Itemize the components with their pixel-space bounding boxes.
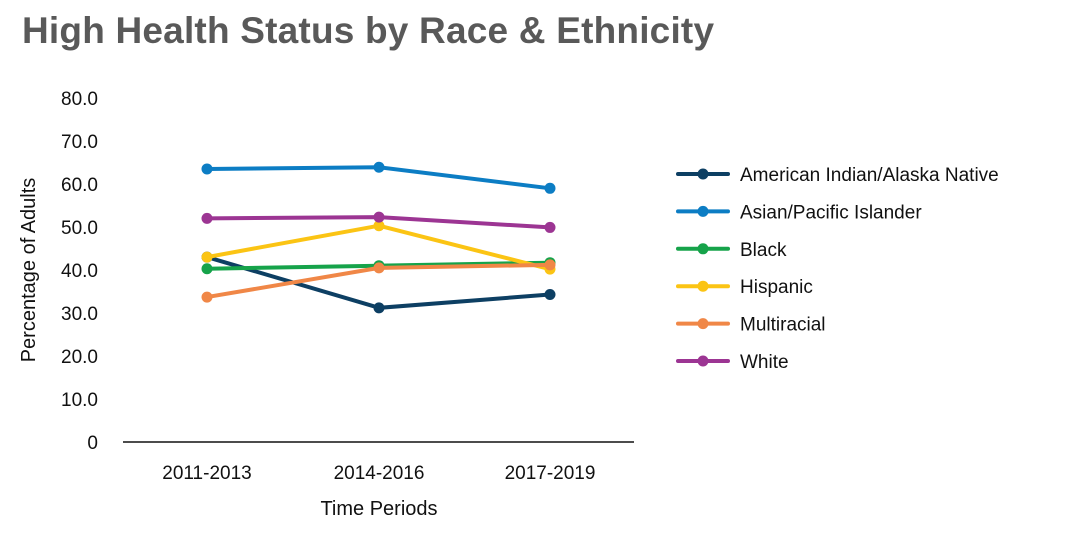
data-point <box>373 161 385 173</box>
legend-point-marker <box>697 280 709 292</box>
y-axis-ticks: 0 10.0 20.0 30.0 40.0 50.0 60.0 70.0 80.0 <box>61 89 98 454</box>
legend-point-marker <box>697 168 709 180</box>
data-point <box>201 212 213 224</box>
legend-label: Multiracial <box>740 315 826 336</box>
chart-title: High Health Status by Race & Ethnicity <box>22 10 715 51</box>
legend-item: Black <box>676 240 787 261</box>
y-tick-label: 20.0 <box>61 347 98 368</box>
data-point <box>201 263 213 275</box>
data-point <box>201 291 213 303</box>
y-tick-label: 30.0 <box>61 304 98 325</box>
x-tick-label: 2011-2013 <box>162 463 251 484</box>
legend-item: Multiracial <box>676 315 826 336</box>
legend-item: Asian/Pacific Islander <box>676 202 922 223</box>
x-tick-label: 2017-2019 <box>505 463 596 484</box>
legend-point-marker <box>697 243 709 255</box>
y-tick-label: 10.0 <box>61 390 98 411</box>
legend-label: Black <box>740 240 787 261</box>
legend-label: White <box>740 352 789 373</box>
y-tick-label: 50.0 <box>61 218 98 239</box>
legend-point-marker <box>697 355 709 367</box>
y-tick-label: 0 <box>87 433 98 454</box>
data-point <box>544 221 556 233</box>
legend-item: American Indian/Alaska Native <box>676 165 999 186</box>
legend-item: Hispanic <box>676 277 813 298</box>
x-axis-ticks: 2011-2013 2014-2016 2017-2019 <box>162 463 595 484</box>
y-tick-label: 60.0 <box>61 175 98 196</box>
legend-label: Asian/Pacific Islander <box>740 202 922 223</box>
x-tick-label: 2014-2016 <box>334 463 425 484</box>
x-axis-label: Time Periods <box>320 498 437 520</box>
legend-item: White <box>676 352 789 373</box>
legend-label: American Indian/Alaska Native <box>740 165 999 186</box>
y-tick-label: 70.0 <box>61 132 98 153</box>
data-point <box>373 262 385 274</box>
data-point <box>201 251 213 263</box>
data-point <box>544 182 556 194</box>
y-axis-label: Percentage of Adults <box>18 178 40 363</box>
legend: American Indian/Alaska Native Asian/Pacif… <box>676 165 999 373</box>
legend-label: Hispanic <box>740 277 813 298</box>
y-tick-label: 40.0 <box>61 261 98 282</box>
y-tick-label: 80.0 <box>61 89 98 110</box>
data-point <box>544 289 556 301</box>
series-group <box>201 161 556 314</box>
legend-point-marker <box>697 205 709 217</box>
data-point <box>373 211 385 223</box>
data-point <box>201 163 213 175</box>
data-point <box>544 259 556 271</box>
data-point <box>373 220 385 232</box>
series-white <box>201 211 556 233</box>
series-asian-pacific-islander <box>201 161 556 194</box>
series-multiracial <box>201 259 556 303</box>
data-point <box>373 302 385 314</box>
legend-point-marker <box>697 318 709 330</box>
